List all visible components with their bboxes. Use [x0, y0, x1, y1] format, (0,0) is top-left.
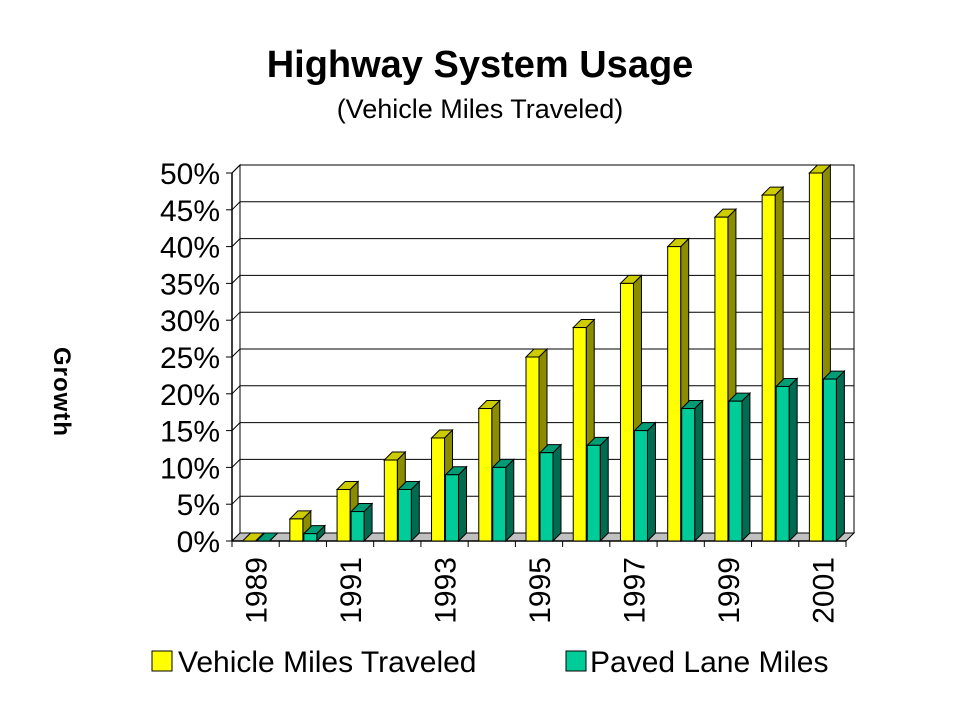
bar-paved-lane-miles-1992 [397, 480, 421, 543]
legend-item-paved-lane-miles: Paved Lane Miles [565, 646, 828, 679]
bar-paved-lane-miles-1999 [727, 391, 752, 543]
y-tick-labels: 0% 5% 10%15% 20% 25% 30% 35%40% 45% 50% [160, 158, 220, 559]
bar-paved-lane-miles-1997 [633, 421, 657, 543]
chart-subtitle: (Vehicle Miles Traveled) [336, 94, 624, 124]
legend-item-vehicle-miles-traveled: Vehicle Miles Traveled [151, 646, 476, 679]
chart-title: Highway System Usage [266, 44, 694, 86]
y-tick-label: 40% [160, 232, 220, 265]
bar-paved-lane-miles-1994 [491, 458, 515, 543]
legend-label: Vehicle Miles Traveled [178, 646, 476, 679]
bars [241, 163, 846, 543]
x-tick-label: 1993 [430, 557, 463, 624]
gridline [231, 164, 854, 174]
legend-swatch [151, 650, 173, 672]
bar-paved-lane-miles-1990 [302, 524, 327, 543]
y-tick-label: 0% [177, 526, 220, 559]
bar-paved-lane-miles-1995 [538, 443, 563, 543]
gridline [231, 385, 854, 395]
gridline [231, 348, 854, 358]
x-tick-label: 1997 [618, 557, 651, 624]
y-tick-label: 5% [177, 489, 220, 522]
bar-vehicle-miles-traveled-1989 [241, 532, 265, 542]
y-tick-label: 35% [160, 268, 220, 301]
x-tick-label: 2001 [807, 557, 840, 624]
y-tick-label: 10% [160, 452, 220, 485]
y-tick-label: 15% [160, 416, 220, 449]
y-tick-label: 30% [160, 305, 220, 338]
y-tick-label: 50% [160, 158, 220, 191]
x-tick-label: 1995 [524, 557, 557, 624]
legend: Vehicle Miles Traveled Paved Lane Miles [151, 646, 828, 679]
bar-paved-lane-miles-1998 [680, 399, 704, 543]
bar-paved-lane-miles-2001 [822, 369, 846, 543]
y-tick-label: 20% [160, 379, 220, 412]
x-tick-label: 1991 [335, 557, 368, 624]
bar-paved-lane-miles-1991 [349, 502, 374, 543]
gridline [231, 311, 854, 321]
legend-swatch [565, 650, 587, 672]
legend-label: Paved Lane Miles [590, 646, 828, 679]
bar-paved-lane-miles-2000 [774, 377, 799, 543]
gridline [231, 201, 854, 211]
x-tick-label: 1989 [241, 557, 274, 624]
y-tick-label: 25% [160, 342, 220, 375]
gridline [231, 274, 854, 284]
x-tick-labels: 1989 1991 1993 1995 1997 1999 2001 [241, 557, 841, 624]
y-tick-label: 45% [160, 195, 220, 228]
bar-paved-lane-miles-1989 [255, 532, 279, 542]
x-tick-label: 1999 [713, 557, 746, 624]
bar-paved-lane-miles-1996 [586, 436, 610, 543]
gridline [231, 238, 854, 247]
bar-paved-lane-miles-1993 [444, 465, 468, 543]
